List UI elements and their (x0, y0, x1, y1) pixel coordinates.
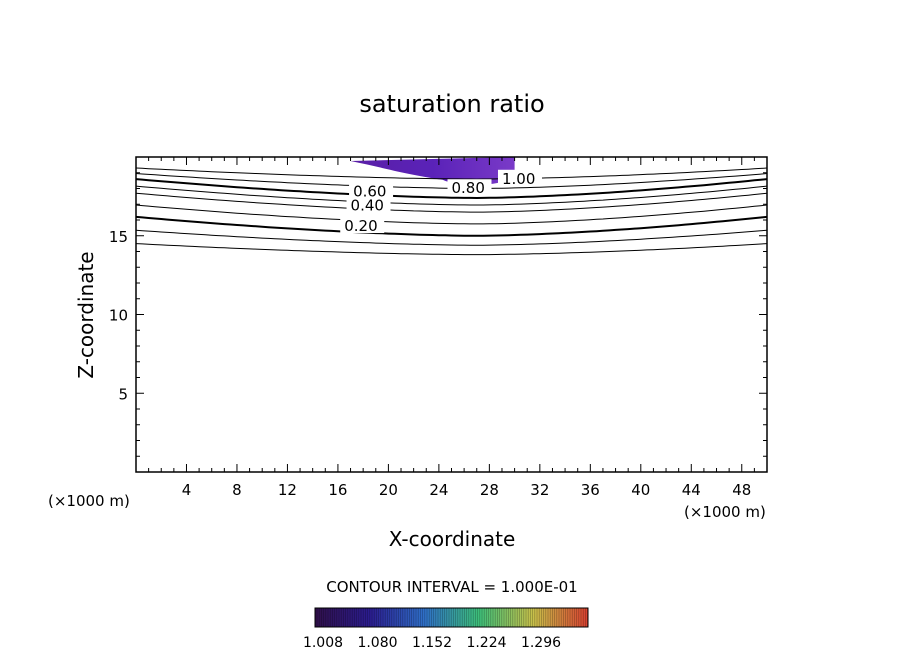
contour-line (135, 204, 768, 225)
colorbar-tick-label: 1.224 (466, 635, 506, 651)
contour-line (135, 167, 768, 180)
colorbar-gradient (314, 607, 589, 628)
x-axis-label: X-coordinate (389, 527, 516, 551)
contour-label: 1.00 (502, 170, 535, 188)
shaded-region (350, 157, 515, 185)
y-tick-label: 15 (109, 228, 128, 246)
contour-label-bg (346, 196, 391, 213)
x-tick-label: 28 (480, 481, 499, 499)
contour-label-bg (340, 217, 385, 234)
x-tick-label: 16 (328, 481, 347, 499)
contour-label-bg (447, 179, 492, 196)
y-tick-label: 10 (109, 307, 128, 325)
contour-label: 0.40 (351, 197, 384, 215)
x-tick-label: 36 (581, 481, 600, 499)
x-tick-label: 44 (682, 481, 701, 499)
x-tick-label: 48 (732, 481, 751, 499)
contour-label: 0.20 (344, 217, 377, 235)
y-tick-label: 5 (118, 385, 128, 403)
contour-label: 0.60 (353, 182, 386, 200)
contour-line (135, 185, 768, 206)
x-unit-left: (×1000 m) (48, 492, 130, 510)
contour-interval-text: CONTOUR INTERVAL = 1.000E-01 (326, 578, 577, 596)
contour-line (135, 215, 768, 237)
contour-line (135, 192, 768, 213)
x-tick-label: 4 (182, 481, 192, 499)
colorbar-tick-label: 1.080 (357, 635, 397, 651)
contour-line (135, 243, 768, 256)
x-unit-right: (×1000 m) (684, 503, 766, 521)
x-tick-label: 12 (278, 481, 297, 499)
colorbar-tick-label: 1.152 (412, 635, 452, 651)
x-tick-label: 20 (379, 481, 398, 499)
plot-area: 0.200.400.60 0.801.004 8 12 16 20 24 28 32 36 40 44… (109, 156, 768, 499)
contour-label-bg (497, 169, 542, 186)
contour-label: 0.80 (452, 179, 485, 197)
colorbar: 1.008 1.080 1.152 1.224 1.296 (303, 607, 589, 651)
x-tick-label: 32 (530, 481, 549, 499)
x-tick-label: 24 (429, 481, 448, 499)
y-axis-label: Z-coordinate (74, 251, 98, 378)
contour-line (135, 178, 768, 200)
colorbar-tick-label: 1.008 (303, 635, 343, 651)
x-tick-label: 40 (631, 481, 650, 499)
chart-title: saturation ratio (359, 90, 544, 118)
contour-line (135, 229, 768, 246)
colorbar-tick-label: 1.296 (521, 635, 561, 651)
x-tick-label: 8 (232, 481, 242, 499)
contour-label-bg (349, 182, 394, 199)
